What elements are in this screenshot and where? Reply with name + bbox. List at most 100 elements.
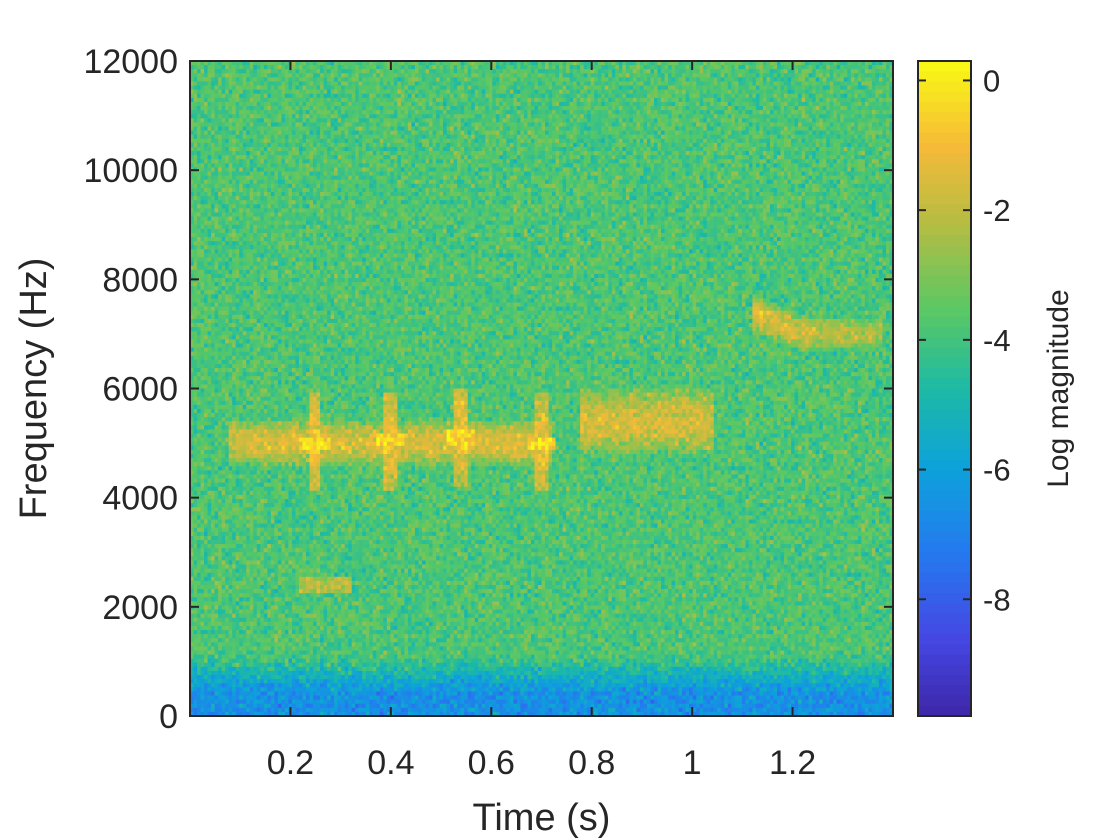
- heatmap-cell: [875, 97, 880, 103]
- heatmap-cell: [436, 73, 441, 78]
- heatmap-cell: [464, 93, 469, 99]
- heatmap-cell: [724, 85, 729, 91]
- heatmap-cell: [256, 77, 261, 83]
- heatmap-cell: [383, 134, 388, 140]
- heatmap-cell: [453, 151, 458, 156]
- heatmap-cell: [861, 93, 866, 99]
- heatmap-cell: [393, 85, 398, 91]
- heatmap-cell: [214, 134, 219, 140]
- heatmap-cell: [467, 93, 472, 99]
- heatmap-cell: [822, 151, 827, 156]
- heatmap-cell: [211, 61, 216, 66]
- heatmap-cell: [218, 122, 223, 128]
- heatmap-cell: [506, 138, 511, 144]
- heatmap-cell: [882, 159, 887, 164]
- heatmap-cell: [393, 93, 398, 99]
- heatmap-cell: [808, 142, 813, 148]
- heatmap-cell: [597, 151, 602, 156]
- heatmap-cell: [369, 142, 374, 148]
- heatmap-cell: [878, 134, 884, 140]
- heatmap-cell: [868, 130, 873, 136]
- heatmap-cell: [320, 81, 325, 87]
- heatmap-cell: [850, 146, 855, 152]
- heatmap-cell: [759, 61, 764, 66]
- heatmap-cell: [734, 110, 739, 115]
- heatmap-cell: [717, 89, 722, 95]
- heatmap-cell: [720, 126, 725, 132]
- heatmap-cell: [741, 122, 746, 128]
- heatmap-cell: [604, 114, 609, 119]
- heatmap-cell: [523, 130, 529, 136]
- heatmap-cell: [450, 73, 455, 78]
- heatmap-cell: [379, 122, 384, 128]
- heatmap-cell: [720, 155, 725, 160]
- heatmap-cell: [576, 81, 581, 87]
- heatmap-cell: [390, 89, 395, 95]
- heatmap-cell: [773, 134, 778, 140]
- heatmap-cell: [495, 93, 500, 99]
- heatmap-cell: [446, 155, 451, 160]
- heatmap-cell: [657, 61, 662, 66]
- heatmap-cell: [295, 126, 300, 132]
- heatmap-cell: [847, 159, 852, 164]
- heatmap-cell: [309, 69, 314, 74]
- heatmap-cell: [597, 130, 602, 136]
- heatmap-cell: [246, 155, 251, 160]
- heatmap-cell: [769, 97, 775, 103]
- heatmap-cell: [794, 81, 799, 87]
- heatmap-cell: [393, 126, 398, 132]
- heatmap-cell: [833, 142, 838, 148]
- heatmap-cell: [871, 61, 877, 66]
- heatmap-cell: [320, 73, 325, 78]
- heatmap-cell: [833, 146, 838, 152]
- heatmap-cell: [769, 89, 775, 95]
- heatmap-cell: [253, 97, 258, 103]
- heatmap-cell: [253, 65, 258, 70]
- heatmap-cell: [407, 134, 413, 140]
- heatmap-cell: [365, 122, 370, 128]
- heatmap-cell: [566, 159, 571, 164]
- heatmap-cell: [481, 85, 486, 91]
- heatmap-cell: [819, 151, 824, 156]
- heatmap-cell: [685, 110, 690, 115]
- heatmap-cell: [334, 110, 339, 115]
- heatmap-cell: [808, 146, 813, 152]
- heatmap-cell: [383, 69, 388, 74]
- heatmap-cell: [383, 89, 388, 95]
- heatmap-cell: [281, 151, 286, 156]
- heatmap-cell: [495, 97, 500, 103]
- heatmap-cell: [724, 77, 729, 83]
- heatmap-cell: [495, 142, 500, 148]
- heatmap-cell: [829, 159, 834, 164]
- heatmap-cell: [414, 118, 420, 123]
- heatmap-cell: [675, 126, 680, 132]
- heatmap-cell: [228, 118, 233, 123]
- heatmap-cell: [309, 146, 314, 152]
- heatmap-cell: [260, 61, 265, 66]
- heatmap-cell: [812, 151, 817, 156]
- heatmap-cell: [499, 110, 504, 115]
- heatmap-cell: [534, 110, 539, 115]
- heatmap-cell: [207, 106, 212, 111]
- heatmap-cell: [731, 89, 736, 95]
- heatmap-cell: [256, 61, 261, 66]
- heatmap-cell: [344, 81, 349, 87]
- heatmap-cell: [787, 138, 792, 144]
- heatmap-cell: [850, 81, 855, 87]
- heatmap-cell: [580, 110, 585, 115]
- heatmap-cell: [696, 61, 701, 66]
- heatmap-cell: [355, 106, 360, 111]
- heatmap-cell: [601, 142, 606, 148]
- heatmap-cell: [720, 118, 725, 123]
- heatmap-cell: [885, 93, 891, 99]
- heatmap-cell: [446, 93, 451, 99]
- heatmap-cell: [601, 69, 606, 74]
- heatmap-cell: [362, 138, 367, 144]
- heatmap-cell: [235, 101, 240, 107]
- heatmap-cell: [397, 110, 402, 115]
- heatmap-cell: [857, 61, 862, 66]
- heatmap-cell: [710, 134, 715, 140]
- heatmap-cell: [239, 93, 244, 99]
- heatmap-cell: [868, 134, 873, 140]
- heatmap-cell: [864, 130, 869, 136]
